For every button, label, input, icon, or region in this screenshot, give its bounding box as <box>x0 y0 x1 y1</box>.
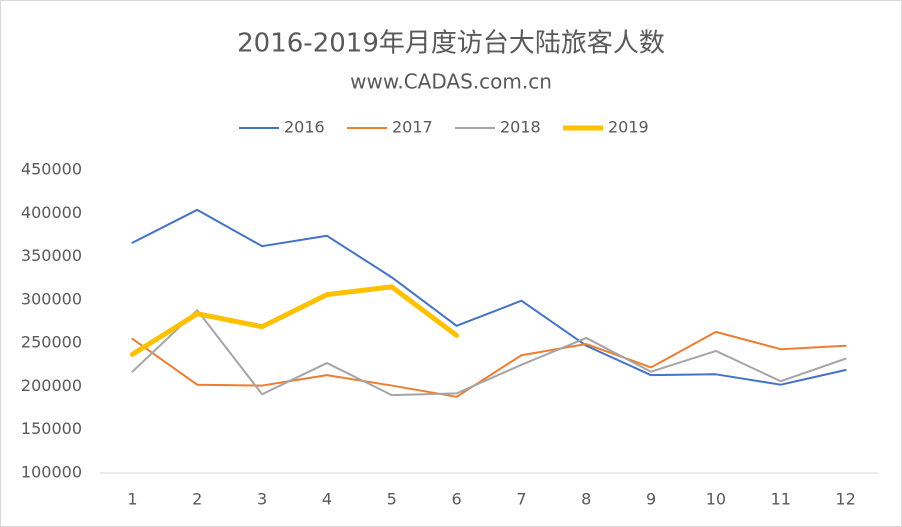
y-tick-label: 150000 <box>21 419 82 438</box>
legend-label: 2018 <box>500 118 541 137</box>
x-tick-label: 7 <box>516 490 526 509</box>
y-tick-label: 200000 <box>21 376 82 395</box>
chart-title: 2016-2019年月度访台大陆旅客人数 <box>237 29 665 59</box>
series-line <box>131 309 847 397</box>
x-tick-label: 6 <box>451 490 461 509</box>
x-tick-label: 5 <box>387 490 397 509</box>
x-tick-label: 1 <box>127 490 137 509</box>
x-tick-label: 11 <box>771 490 791 509</box>
x-tick-label: 3 <box>257 490 267 509</box>
legend-label: 2019 <box>608 118 649 137</box>
series-line <box>129 284 460 357</box>
y-tick-label: 300000 <box>21 289 82 308</box>
legend-label: 2016 <box>284 118 325 137</box>
y-tick-label: 250000 <box>21 333 82 352</box>
legend-label: 2017 <box>392 118 433 137</box>
x-tick-label: 4 <box>322 490 332 509</box>
chart-subtitle: www.CADAS.com.cn <box>350 70 552 94</box>
y-tick-label: 100000 <box>21 463 82 482</box>
y-tick-label: 400000 <box>21 203 82 222</box>
x-tick-label: 10 <box>706 490 726 509</box>
y-tick-label: 350000 <box>21 246 82 265</box>
x-tick-label: 8 <box>581 490 591 509</box>
series-line <box>131 330 847 398</box>
series-line <box>131 208 847 386</box>
x-tick-label: 2 <box>192 490 202 509</box>
x-tick-label: 12 <box>835 490 855 509</box>
y-tick-label: 450000 <box>21 160 82 179</box>
x-tick-label: 9 <box>646 490 656 509</box>
